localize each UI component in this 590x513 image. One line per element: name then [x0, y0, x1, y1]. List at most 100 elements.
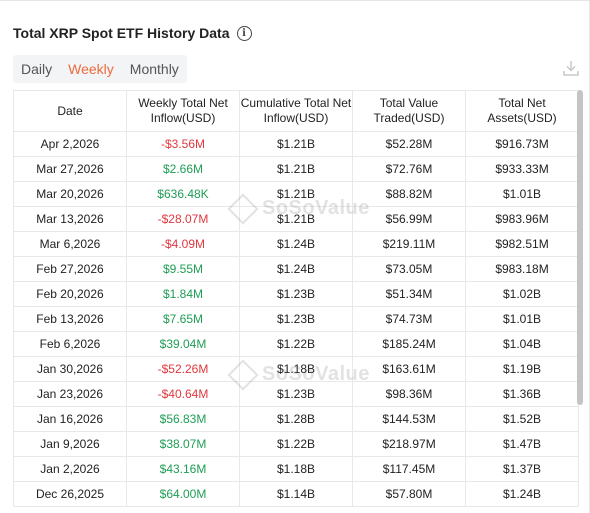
cell-date: Mar 6,2026 — [13, 231, 127, 257]
table-row: Mar 20,2026 $636.48K $1.21B $88.82M $1.01B — [13, 181, 579, 207]
cell-weekly-inflow: -$3.56M — [126, 131, 240, 157]
tab-daily[interactable]: Daily — [21, 61, 53, 77]
cell-weekly-inflow: $7.65M — [126, 306, 240, 332]
cell-cumulative-inflow: $1.28B — [239, 406, 353, 432]
cell-weekly-inflow: $39.04M — [126, 331, 240, 357]
card-title: Total XRP Spot ETF History Data — [13, 25, 230, 41]
cell-cumulative-inflow: $1.18B — [239, 356, 353, 382]
cell-value-traded: $144.53M — [352, 406, 466, 432]
table-row: Mar 6,2026 -$4.09M $1.24B $219.11M $982.51M — [13, 231, 579, 257]
tab-monthly[interactable]: Monthly — [129, 61, 179, 77]
cell-weekly-inflow: $56.83M — [126, 406, 240, 432]
cell-value-traded: $52.28M — [352, 131, 466, 157]
history-table-container[interactable]: Date Weekly Total Net Inflow(USD) Cumula… — [13, 90, 583, 513]
cell-net-assets: $1.19B — [465, 356, 579, 382]
cell-date: Feb 27,2026 — [13, 256, 127, 282]
cell-date: Feb 6,2026 — [13, 331, 127, 357]
cell-value-traded: $51.34M — [352, 281, 466, 307]
header-cumulative-inflow: Cumulative Total Net Inflow(USD) — [239, 90, 353, 132]
cell-weekly-inflow: $9.55M — [126, 256, 240, 282]
tab-weekly[interactable]: Weekly — [68, 61, 114, 77]
cell-date: Mar 27,2026 — [13, 156, 127, 182]
cell-weekly-inflow: $1.84M — [126, 281, 240, 307]
cell-net-assets: $1.37B — [465, 456, 579, 482]
cell-net-assets: $983.18M — [465, 256, 579, 282]
cell-cumulative-inflow: $1.23B — [239, 281, 353, 307]
cell-value-traded: $72.76M — [352, 156, 466, 182]
table-scrollbar[interactable] — [577, 90, 583, 405]
cell-weekly-inflow: -$52.26M — [126, 356, 240, 382]
cell-weekly-inflow: -$28.07M — [126, 206, 240, 232]
cell-value-traded: $73.05M — [352, 256, 466, 282]
cell-date: Jan 9,2026 — [13, 431, 127, 457]
cell-net-assets: $916.73M — [465, 131, 579, 157]
header-weekly-inflow: Weekly Total Net Inflow(USD) — [126, 90, 240, 132]
table-row: Feb 6,2026 $39.04M $1.22B $185.24M $1.04B — [13, 331, 579, 357]
table-row: Dec 26,2025 $64.00M $1.14B $57.80M $1.24B — [13, 481, 579, 507]
cell-weekly-inflow: $64.00M — [126, 481, 240, 507]
cell-date: Apr 2,2026 — [13, 131, 127, 157]
cell-date: Dec 26,2025 — [13, 481, 127, 507]
cell-cumulative-inflow: $1.21B — [239, 156, 353, 182]
cell-value-traded: $219.11M — [352, 231, 466, 257]
cell-cumulative-inflow: $1.24B — [239, 256, 353, 282]
cell-weekly-inflow: $636.48K — [126, 181, 240, 207]
cell-date: Jan 2,2026 — [13, 456, 127, 482]
table-row: Feb 20,2026 $1.84M $1.23B $51.34M $1.02B — [13, 281, 579, 307]
table-row: Mar 13,2026 -$28.07M $1.21B $56.99M $983.96M — [13, 206, 579, 232]
cell-date: Jan 16,2026 — [13, 406, 127, 432]
table-row: Feb 27,2026 $9.55M $1.24B $73.05M $983.18M — [13, 256, 579, 282]
cell-cumulative-inflow: $1.23B — [239, 381, 353, 407]
cell-net-assets: $1.01B — [465, 181, 579, 207]
table-header-row: Date Weekly Total Net Inflow(USD) Cumula… — [13, 90, 579, 132]
table-row: Mar 27,2026 $2.66M $1.21B $72.76M $933.33M — [13, 156, 579, 182]
info-icon[interactable]: i — [236, 25, 252, 41]
cell-weekly-inflow: $38.07M — [126, 431, 240, 457]
cell-cumulative-inflow: $1.22B — [239, 331, 353, 357]
header-value-traded: Total Value Traded(USD) — [352, 90, 466, 132]
table-row: Apr 2,2026 -$3.56M $1.21B $52.28M $916.73M — [13, 131, 579, 157]
cell-value-traded: $218.97M — [352, 431, 466, 457]
header-net-assets: Total Net Assets(USD) — [465, 90, 579, 132]
table-row: Feb 13,2026 $7.65M $1.23B $74.73M $1.01B — [13, 306, 579, 332]
cell-cumulative-inflow: $1.23B — [239, 306, 353, 332]
cell-value-traded: $185.24M — [352, 331, 466, 357]
cell-value-traded: $88.82M — [352, 181, 466, 207]
cell-cumulative-inflow: $1.24B — [239, 231, 353, 257]
cell-net-assets: $1.24B — [465, 481, 579, 507]
cell-cumulative-inflow: $1.21B — [239, 206, 353, 232]
cell-net-assets: $982.51M — [465, 231, 579, 257]
history-table: Date Weekly Total Net Inflow(USD) Cumula… — [13, 90, 579, 507]
cell-cumulative-inflow: $1.14B — [239, 481, 353, 507]
cell-net-assets: $1.02B — [465, 281, 579, 307]
cell-weekly-inflow: -$40.64M — [126, 381, 240, 407]
cell-cumulative-inflow: $1.21B — [239, 131, 353, 157]
cell-net-assets: $1.04B — [465, 331, 579, 357]
cell-date: Jan 23,2026 — [13, 381, 127, 407]
table-row: Jan 2,2026 $43.16M $1.18B $117.45M $1.37B — [13, 456, 579, 482]
cell-value-traded: $117.45M — [352, 456, 466, 482]
cell-value-traded: $98.36M — [352, 381, 466, 407]
cell-net-assets: $1.52B — [465, 406, 579, 432]
cell-value-traded: $74.73M — [352, 306, 466, 332]
header-date: Date — [13, 90, 127, 132]
cell-weekly-inflow: $2.66M — [126, 156, 240, 182]
cell-date: Feb 20,2026 — [13, 281, 127, 307]
cell-cumulative-inflow: $1.21B — [239, 181, 353, 207]
cell-value-traded: $163.61M — [352, 356, 466, 382]
cell-net-assets: $983.96M — [465, 206, 579, 232]
cell-net-assets: $1.47B — [465, 431, 579, 457]
cell-date: Mar 20,2026 — [13, 181, 127, 207]
table-row: Jan 30,2026 -$52.26M $1.18B $163.61M $1.19B — [13, 356, 579, 382]
table-row: Jan 16,2026 $56.83M $1.28B $144.53M $1.52B — [13, 406, 579, 432]
table-row: Jan 9,2026 $38.07M $1.22B $218.97M $1.47B — [13, 431, 579, 457]
cell-value-traded: $56.99M — [352, 206, 466, 232]
cell-date: Jan 30,2026 — [13, 356, 127, 382]
card-header: Total XRP Spot ETF History Data i — [13, 22, 252, 44]
cell-weekly-inflow: $43.16M — [126, 456, 240, 482]
period-tabs: Daily Weekly Monthly — [13, 55, 187, 83]
cell-weekly-inflow: -$4.09M — [126, 231, 240, 257]
cell-net-assets: $1.36B — [465, 381, 579, 407]
cell-value-traded: $57.80M — [352, 481, 466, 507]
download-icon[interactable] — [561, 58, 581, 78]
